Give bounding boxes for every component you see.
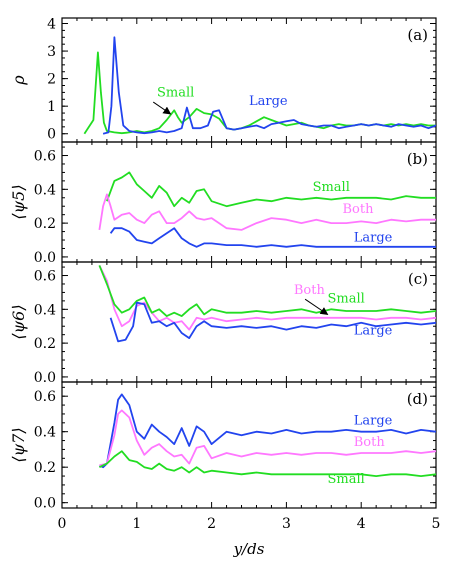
series-group xyxy=(98,171,436,248)
panel-label: (b) xyxy=(407,150,428,168)
x-tick-label: 4 xyxy=(357,516,366,532)
annotation-large: Large xyxy=(354,414,393,429)
series-group xyxy=(83,36,436,135)
y-tick-label: 0.4 xyxy=(34,302,56,318)
series-group xyxy=(99,393,436,478)
y-axis-label: ⟨ψ5⟩ xyxy=(9,184,28,219)
annotation-small: Small xyxy=(313,180,350,195)
x-tick-label: 2 xyxy=(207,516,216,532)
y-tick-label: 0 xyxy=(47,127,56,143)
panels: 0 1 2 3 4 ρ (a) Small Large 0.0 0.2 0.4 0.6 ⟨ψ5⟩ (b) Sm… xyxy=(9,17,440,532)
annotation-arrow xyxy=(304,298,329,315)
series-line-large xyxy=(109,301,436,343)
panel-label: (d) xyxy=(407,390,428,408)
x-axis-label: y/ds xyxy=(233,540,265,558)
y-tick-label: 0.4 xyxy=(34,182,56,198)
y-tick-label: 0.0 xyxy=(34,496,56,512)
annotation-large: Large xyxy=(354,324,393,339)
series-line-small xyxy=(98,265,436,318)
series-line-both xyxy=(98,193,436,231)
y-axis-label: ⟨ψ7⟩ xyxy=(9,427,28,462)
annotation-both: Both xyxy=(294,283,326,298)
series-group xyxy=(98,265,436,343)
y-axis-label: ρ xyxy=(9,75,28,86)
y-tick-label: 3 xyxy=(47,44,56,60)
annotation-arrow xyxy=(152,101,172,115)
annotation-small: Small xyxy=(157,86,194,101)
y-axis-label: ⟨ψ6⟩ xyxy=(9,304,28,339)
annotation-small: Small xyxy=(328,472,365,487)
annotation-small: Small xyxy=(328,292,365,307)
axes-frame xyxy=(61,261,437,383)
y-tick-label: 1 xyxy=(47,99,56,115)
y-tick-label: 0.4 xyxy=(34,425,56,441)
y-tick-label: 0.0 xyxy=(34,370,56,386)
series-line-large xyxy=(99,393,436,469)
y-tick-label: 0.6 xyxy=(34,149,56,165)
y-tick-label: 2 xyxy=(47,72,56,88)
y-tick-label: 0.6 xyxy=(34,389,56,405)
axes-frame xyxy=(61,381,437,509)
x-tick-label: 3 xyxy=(282,516,291,532)
panel-0: 0 1 2 3 4 ρ (a) Small Large xyxy=(9,17,437,143)
x-tick-label: 1 xyxy=(132,516,141,532)
annotation-both: Both xyxy=(343,202,375,217)
panel-3: 0.0 0.2 0.4 0.6 ⟨ψ7⟩ (d) Large Both Small 0 1 2 3 4 5 xyxy=(9,381,441,532)
y-tick-label: 0.2 xyxy=(34,216,56,232)
x-tick-label: 0 xyxy=(58,516,67,532)
annotation-large: Large xyxy=(354,231,393,246)
annotation-large: Large xyxy=(249,94,288,109)
series-line-large xyxy=(102,36,436,135)
series-line-small xyxy=(99,450,436,478)
y-tick-label: 4 xyxy=(47,17,56,33)
y-tick-label: 0.6 xyxy=(34,269,56,285)
panel-label: (a) xyxy=(407,26,428,44)
y-tick-label: 0.0 xyxy=(34,250,56,266)
panel-1: 0.0 0.2 0.4 0.6 ⟨ψ5⟩ (b) Small Both Large xyxy=(9,141,437,266)
annotation-both: Both xyxy=(354,435,386,450)
x-tick-label: 5 xyxy=(432,516,441,532)
y-tick-label: 0.2 xyxy=(34,336,56,352)
series-line-small xyxy=(106,171,436,208)
series-line-both xyxy=(99,409,436,467)
series-line-large xyxy=(109,227,436,248)
panel-label: (c) xyxy=(408,270,428,288)
y-tick-label: 0.2 xyxy=(34,460,56,476)
